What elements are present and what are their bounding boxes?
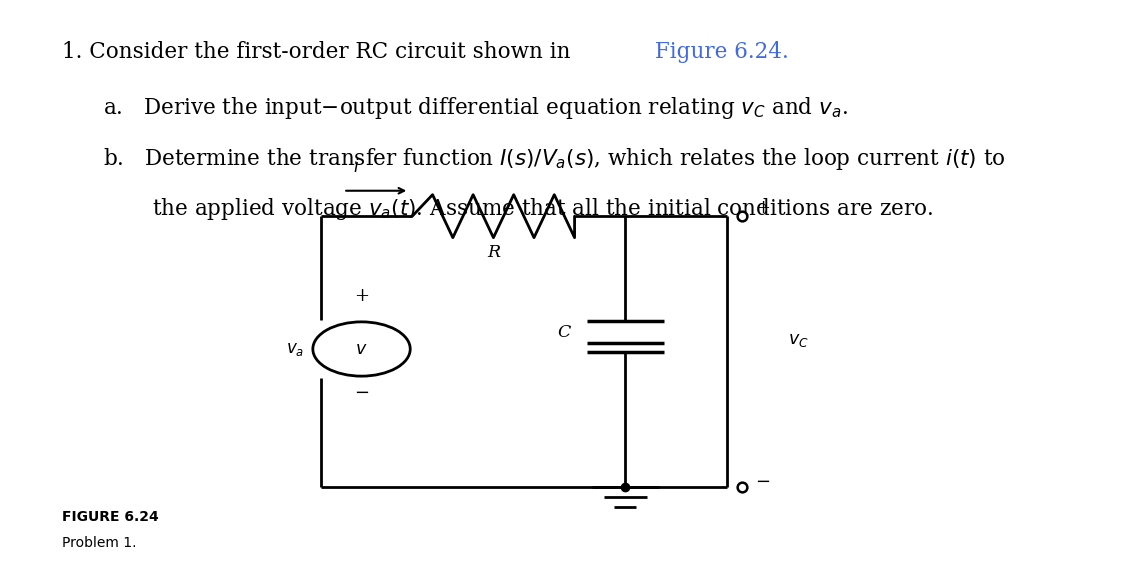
Text: $v_C$: $v_C$ <box>787 332 809 349</box>
Text: FIGURE 6.24: FIGURE 6.24 <box>62 510 159 524</box>
Text: +: + <box>756 199 770 217</box>
Text: $v$: $v$ <box>355 340 368 357</box>
Text: $v_a$: $v_a$ <box>286 340 304 357</box>
Text: b.   Determine the transfer function $I(s)/V_a(s)$, which relates the loop curre: b. Determine the transfer function $I(s)… <box>103 145 1005 172</box>
Text: −: − <box>354 384 369 402</box>
Text: +: + <box>354 287 369 306</box>
Text: the applied voltage $v_a(t)$. Assume that all the initial conditions are zero.: the applied voltage $v_a(t)$. Assume tha… <box>152 197 933 223</box>
Text: −: − <box>756 473 770 491</box>
Text: a.   Derive the input$-$output differential equation relating $v_C$ and $v_a$.: a. Derive the input$-$output differentia… <box>103 95 848 120</box>
Text: $i$: $i$ <box>353 158 360 176</box>
Text: 1. Consider the first-order RC circuit shown in: 1. Consider the first-order RC circuit s… <box>62 41 578 63</box>
Text: Figure 6.24.: Figure 6.24. <box>655 41 788 63</box>
Text: C: C <box>558 324 571 341</box>
Text: Problem 1.: Problem 1. <box>62 536 137 549</box>
Text: R: R <box>486 244 500 261</box>
